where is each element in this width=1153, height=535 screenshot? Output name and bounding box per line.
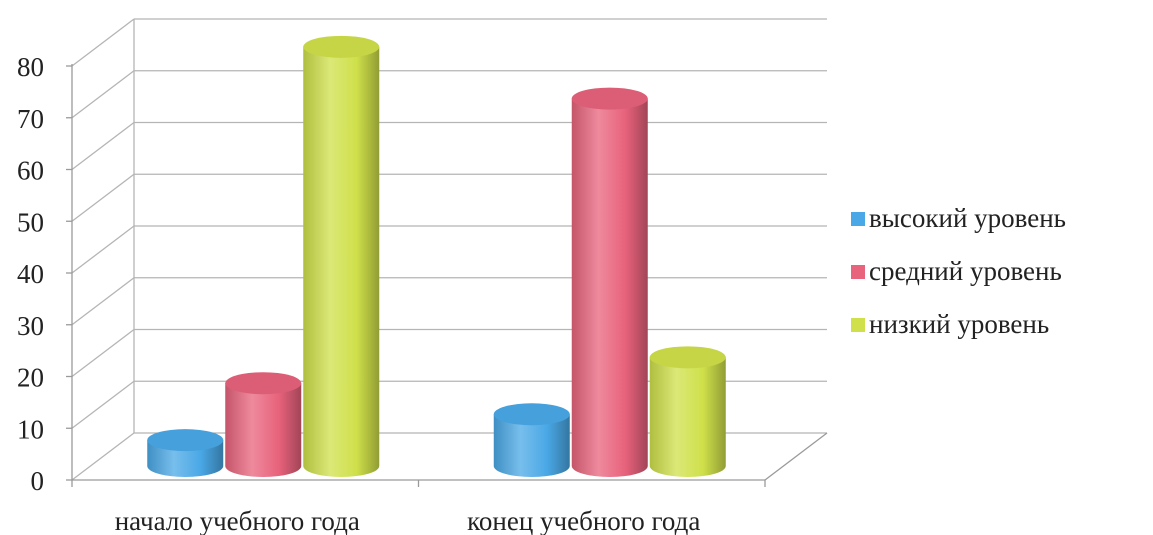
bar-body	[303, 46, 380, 477]
bar-top	[649, 346, 726, 369]
gridline-depth	[71, 225, 135, 274]
bar	[571, 87, 648, 477]
y-tick-label: 70	[17, 104, 44, 134]
y-tick-label: 40	[17, 259, 44, 289]
gridline-depth	[71, 328, 135, 378]
bar	[493, 403, 570, 477]
gridline-depth	[71, 380, 135, 429]
bar-top	[493, 403, 570, 426]
legend: высокий уровень средний уровень низкий уро…	[851, 203, 1066, 339]
bar-top	[147, 429, 224, 452]
bar-body	[571, 98, 648, 477]
y-tick-label: 30	[17, 311, 44, 341]
legend-label: низкий уровень	[869, 309, 1049, 339]
bar-top	[303, 35, 380, 58]
y-tick-label: 10	[17, 414, 44, 444]
legend-label: высокий уровень	[869, 203, 1066, 233]
y-tick-label: 0	[31, 466, 45, 496]
bar	[303, 35, 380, 477]
bar	[225, 372, 302, 477]
bars	[147, 35, 726, 477]
gridline-depth	[71, 173, 135, 222]
gridline-depth	[71, 18, 135, 67]
y-tick-label: 60	[17, 156, 44, 186]
gridline-depth	[71, 70, 135, 119]
y-tick-label: 80	[17, 52, 44, 82]
bar-top	[225, 372, 302, 395]
legend-swatch	[851, 318, 865, 332]
x-category-label: начало учебного года	[115, 506, 360, 535]
gridline-depth	[71, 432, 135, 481]
y-axis-ticks: 0 10 20 30 40 50 60 70 80	[17, 52, 72, 496]
bar	[649, 346, 726, 477]
bar-body	[493, 414, 570, 477]
y-tick-label: 20	[17, 363, 44, 393]
legend-item: низкий уровень	[851, 309, 1049, 339]
bar	[147, 429, 224, 477]
legend-label: средний уровень	[869, 256, 1062, 286]
bar-body	[649, 357, 726, 477]
x-category-label: конец учебного года	[467, 506, 700, 535]
bar-top	[571, 87, 648, 110]
grid	[71, 18, 828, 487]
legend-swatch	[851, 265, 865, 279]
gridline-depth	[71, 277, 135, 326]
gridline-depth	[71, 121, 135, 171]
x-axis-labels: начало учебного года конец учебного года	[115, 506, 701, 535]
floor-edge	[764, 432, 828, 481]
legend-item: средний уровень	[851, 256, 1062, 286]
y-tick-label: 50	[17, 207, 44, 237]
legend-swatch	[851, 212, 865, 226]
legend-item: высокий уровень	[851, 203, 1066, 233]
bar-body	[225, 383, 302, 477]
